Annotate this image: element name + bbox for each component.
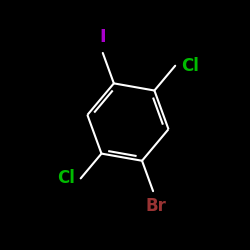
Text: Cl: Cl xyxy=(181,57,199,75)
Text: Cl: Cl xyxy=(57,170,75,188)
Text: Br: Br xyxy=(146,197,167,215)
Text: I: I xyxy=(100,28,106,46)
